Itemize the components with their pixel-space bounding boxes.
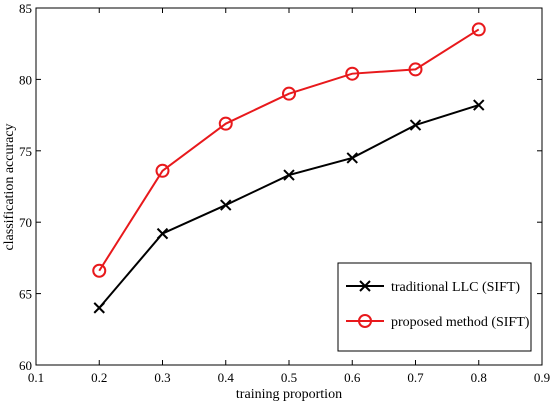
data-point-circle	[92, 263, 107, 278]
data-point-x	[409, 119, 422, 131]
y-tick-label: 80	[19, 72, 32, 87]
x-axis-title: training proportion	[236, 387, 342, 402]
data-point-circle	[218, 116, 233, 131]
x-tick-label: 0.3	[154, 370, 170, 385]
y-tick-label: 65	[19, 287, 32, 302]
data-point-x	[283, 169, 295, 181]
x-tick-label: 0.5	[281, 370, 297, 385]
legend-label-traditional: traditional LLC (SIFT)	[391, 280, 520, 295]
y-tick-label: 60	[19, 358, 32, 373]
data-point-circle	[155, 163, 170, 178]
x-tick-label: 0.9	[534, 370, 550, 385]
legend-marker-x-icon	[359, 280, 371, 292]
x-tick-label: 0.8	[471, 370, 487, 385]
data-point-circle	[471, 22, 486, 37]
x-tick-label: 0.1	[28, 370, 44, 385]
y-axis-title: classification accuracy	[2, 123, 17, 250]
data-point-circle	[408, 62, 423, 77]
y-tick-label: 85	[19, 1, 32, 16]
data-point-circle	[345, 66, 360, 81]
data-point-x	[156, 227, 169, 240]
legend-marker-circle-icon	[358, 314, 372, 328]
x-tick-label: 0.6	[344, 370, 361, 385]
ticks-group: 0.1 0.2 0.3 0.4 0.5 0.6 0.7 0.8 0.9 60 65 70 75 80 85	[19, 1, 550, 385]
data-point-x	[473, 99, 485, 111]
legend-label-proposed: proposed method (SIFT)	[391, 315, 530, 330]
x-tick-label: 0.2	[91, 370, 107, 385]
legend: traditional LLC (SIFT) proposed method (…	[337, 262, 532, 352]
series-group	[92, 22, 486, 314]
data-point-x	[220, 199, 232, 211]
y-tick-label: 75	[19, 144, 32, 159]
legend-box	[337, 262, 532, 352]
series-line-1	[98, 28, 480, 272]
y-tick-label: 70	[19, 215, 32, 230]
data-point-x	[346, 152, 358, 164]
x-tick-label: 0.7	[407, 370, 424, 385]
data-point-x	[93, 302, 105, 314]
x-tick-label: 0.4	[218, 370, 235, 385]
data-point-circle	[282, 86, 296, 101]
